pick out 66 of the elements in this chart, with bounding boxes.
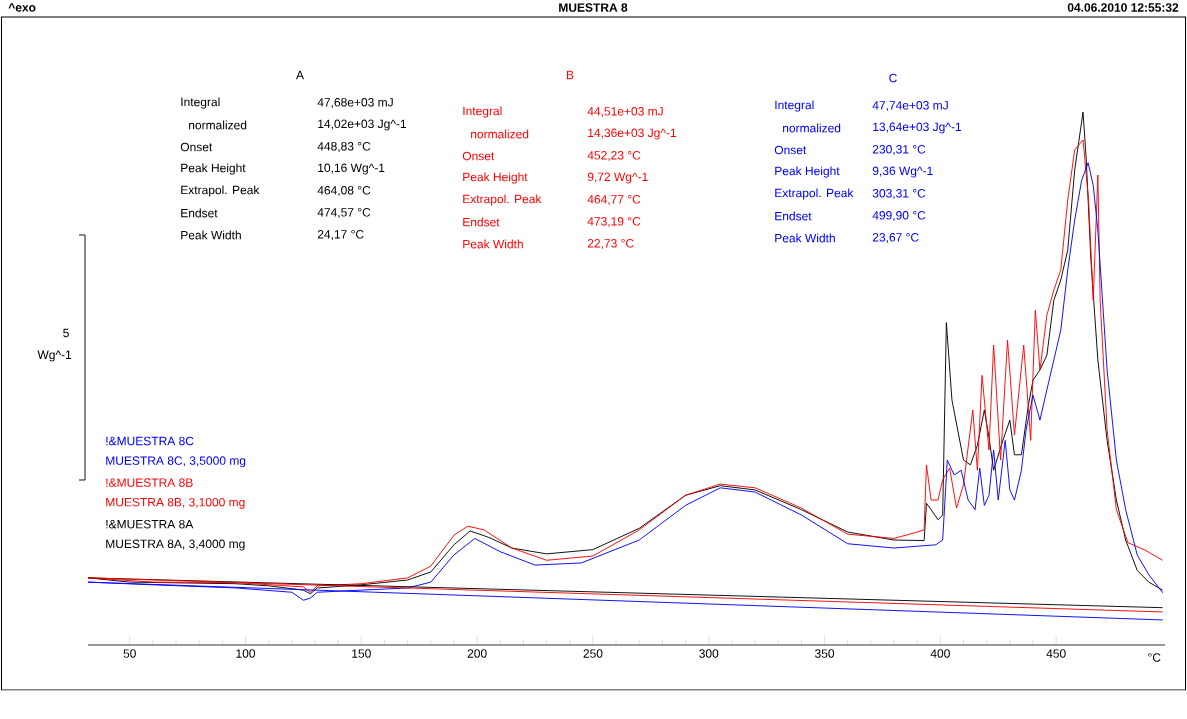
x-tick-label: 450 — [1046, 649, 1066, 658]
x-tick-label: 50 — [123, 649, 136, 658]
annotation: Onset — [462, 151, 495, 161]
annotation: Integral — [463, 106, 502, 118]
annotation: !&MUESTRA 8B — [106, 478, 193, 487]
annotation: Peak Height — [775, 166, 840, 178]
annotation: normalized — [189, 120, 247, 130]
x-tick-label: 200 — [467, 649, 487, 658]
annotation: Endset — [181, 208, 218, 218]
annotation: 9,72 Wg^-1 — [587, 172, 648, 184]
text: MUESTRA 8C, 3,5000 mg — [106, 456, 246, 468]
text: MUESTRA 8B, 3,1000 mg — [106, 497, 245, 509]
annotation: !&MUESTRA 8A — [106, 519, 194, 529]
annotation: Peak Width — [181, 230, 241, 240]
annotation: Peak Width — [775, 233, 835, 243]
annotation: 10,16 Wg^-1 — [318, 163, 385, 175]
annotation: Extrapol. Peak — [463, 194, 542, 206]
x-tick-label: 100 — [236, 649, 256, 658]
annotation: 303,31 °C — [872, 189, 926, 199]
annotation: Onset — [180, 142, 213, 152]
text: Wg^-1 — [37, 350, 72, 362]
annotation: Onset — [774, 145, 807, 155]
annotation: Peak Width — [463, 239, 523, 249]
text: 47,74e+03 mJ — [872, 101, 948, 111]
annotation: 230,31 °C — [872, 145, 926, 155]
annotation: 452,23 °C — [587, 151, 641, 161]
x-tick-label: 150 — [352, 649, 371, 658]
annotation: 499,90 °C — [872, 211, 926, 221]
annotation: 14,02e+03 Jg^-1 — [318, 119, 407, 131]
annotation: Endset — [463, 217, 500, 227]
annotation: 22,73 °C — [587, 239, 634, 249]
annotation: normalized — [783, 123, 841, 133]
x-tick-label: 400 — [930, 649, 950, 658]
annotation: normalized — [471, 129, 529, 139]
annotation: 44,51e+03 mJ — [587, 107, 663, 117]
x-axis-title: °C — [1148, 653, 1161, 662]
x-tick-label: 300 — [699, 649, 719, 658]
annotation: 9,36 Wg^-1 — [872, 166, 933, 178]
text: 5 — [63, 328, 69, 338]
annotation: Extrapol. Peak — [181, 185, 260, 197]
text: B — [566, 70, 574, 80]
chart-subtitle: 04.06.2010 12:55:32 — [1067, 3, 1179, 12]
x-tick-label: 350 — [814, 649, 835, 658]
annotation: 474,57 °C — [317, 208, 371, 218]
text: ^exo — [8, 3, 36, 12]
annotation: !&MUESTRA 8C — [106, 436, 194, 446]
annotation: 14,36e+03 Jg^-1 — [588, 128, 677, 140]
chart-title: MUESTRA 8 — [559, 3, 628, 12]
text: A — [296, 70, 304, 80]
annotation: 464,08 °C — [317, 186, 371, 196]
text: Integral — [775, 100, 814, 112]
annotation: 24,17 °C — [317, 230, 364, 240]
annotation: 23,67 °C — [872, 233, 919, 243]
text: 47,68e+03 mJ — [317, 98, 393, 108]
annotation: Endset — [775, 211, 812, 221]
text: C — [889, 73, 897, 83]
annotation: 473,19 °C — [587, 217, 641, 227]
text: Integral — [181, 97, 220, 109]
x-tick-label: 250 — [583, 649, 603, 658]
annotation: 464,77 °C — [587, 195, 641, 205]
annotation: Peak Height — [463, 172, 528, 184]
annotation: 13,64e+03 Jg^-1 — [873, 122, 962, 134]
annotation: 448,83 °C — [317, 142, 371, 152]
annotation: Peak Height — [181, 163, 246, 175]
annotation: Extrapol. Peak — [775, 188, 854, 200]
text: MUESTRA 8A, 3,4000 mg — [106, 539, 245, 551]
